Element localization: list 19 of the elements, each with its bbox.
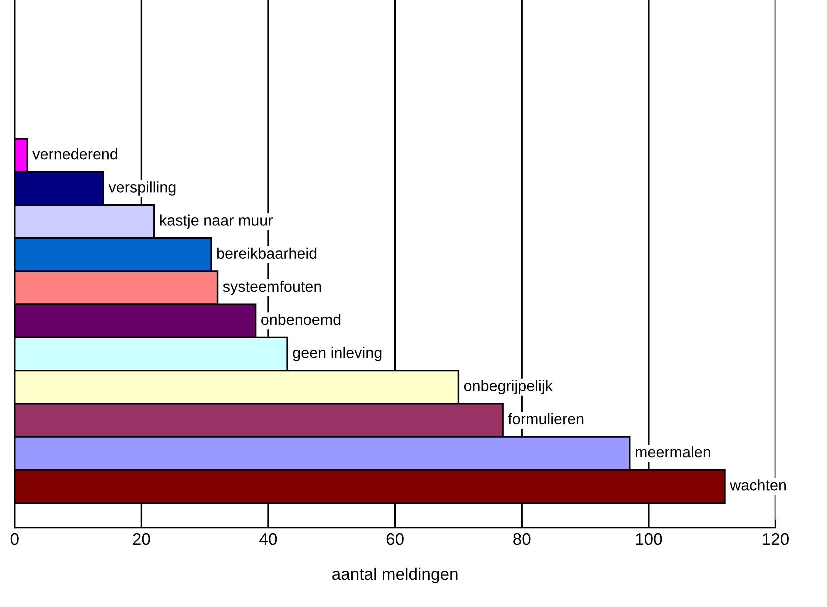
x-tick-label: 120 bbox=[763, 533, 789, 546]
x-tick-label: 40 bbox=[260, 533, 278, 546]
y-tick-label: vernederend bbox=[32, 148, 118, 160]
y-tick-label: wachten bbox=[730, 480, 786, 491]
x-tick-label: 100 bbox=[636, 533, 662, 546]
x-axis-title: aantal meldingen bbox=[332, 568, 458, 584]
y-tick-label: kastje naar muur bbox=[160, 214, 273, 229]
x-tick-label: 60 bbox=[386, 533, 404, 546]
y-tick-label: formulieren bbox=[508, 413, 584, 425]
y-tick-label: verspilling bbox=[108, 182, 176, 196]
y-tick-label: onbenoemd bbox=[262, 314, 341, 326]
x-tick-label: 0 bbox=[10, 533, 19, 546]
y-tick-label: systeemfouten bbox=[223, 280, 322, 296]
x-tick-label: 20 bbox=[133, 533, 150, 546]
y-tick-label: onbegrijpelijk bbox=[464, 380, 553, 394]
y-tick-label: meermalen bbox=[636, 446, 710, 458]
y-tick-label: geen inleving bbox=[293, 347, 382, 362]
x-tick-label: 80 bbox=[514, 533, 531, 546]
y-tick-label: bereikbaarheid bbox=[217, 248, 317, 260]
